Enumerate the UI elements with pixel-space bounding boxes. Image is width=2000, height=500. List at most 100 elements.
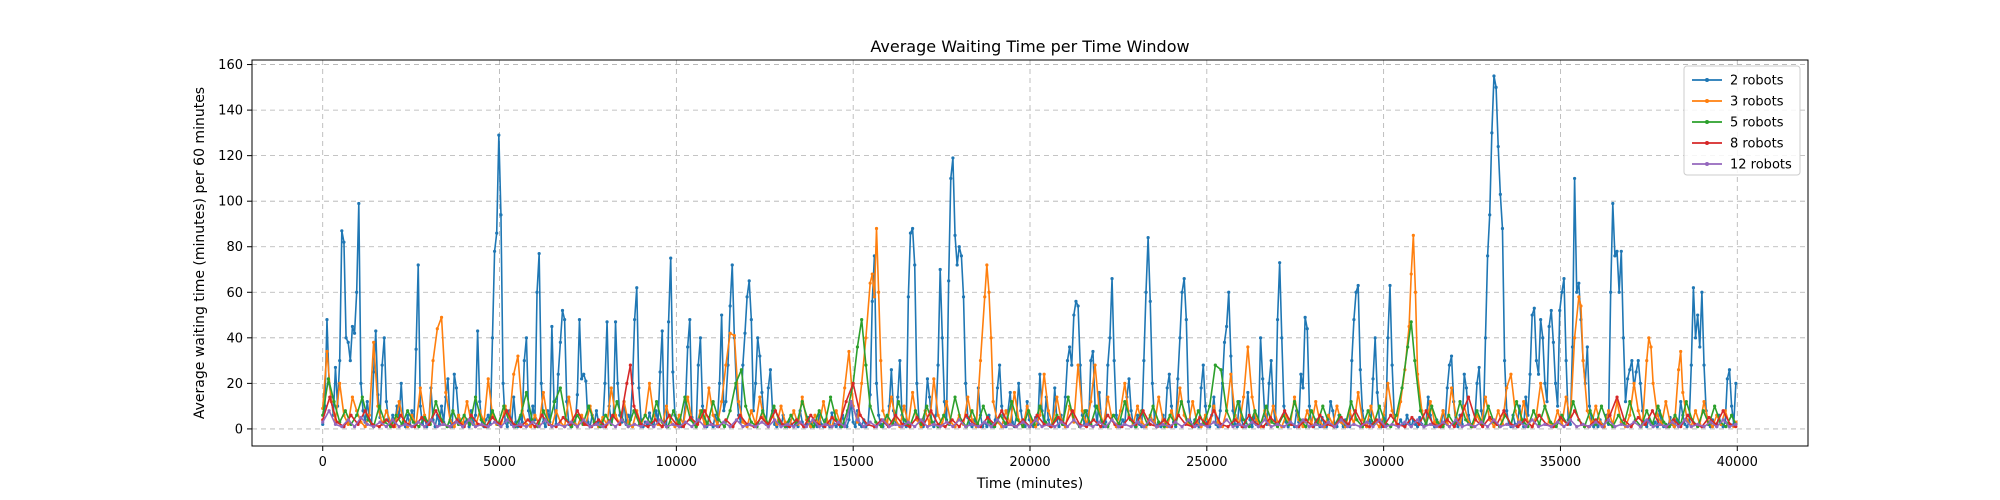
data-point (1435, 420, 1439, 424)
data-point (1123, 381, 1127, 385)
data-point (1505, 409, 1509, 413)
data-point (394, 413, 398, 417)
data-point (728, 331, 732, 335)
data-point (703, 409, 707, 413)
data-point (1021, 425, 1025, 429)
data-point (1498, 192, 1502, 196)
data-point (906, 295, 910, 299)
data-point (363, 425, 367, 429)
data-point (1065, 359, 1070, 363)
data-point (1068, 345, 1072, 349)
data-point (1449, 354, 1454, 358)
data-point (1261, 425, 1265, 429)
data-point (749, 409, 753, 413)
data-point (357, 201, 361, 206)
data-point (830, 411, 834, 415)
data-point (1447, 413, 1451, 417)
data-point (499, 213, 503, 217)
data-point (1374, 418, 1379, 422)
data-point (877, 290, 881, 294)
data-point (1135, 420, 1140, 424)
data-point (1734, 422, 1738, 426)
data-point (913, 263, 917, 267)
data-point (847, 349, 851, 354)
data-point (1664, 425, 1668, 429)
data-point (633, 318, 637, 322)
data-point (563, 318, 567, 322)
data-point (930, 420, 935, 424)
data-point (1199, 422, 1203, 426)
data-point (372, 340, 376, 344)
data-point (919, 425, 923, 429)
data-point (1250, 420, 1254, 424)
data-point (1179, 399, 1183, 404)
data-point (479, 418, 483, 422)
data-point (944, 399, 949, 404)
data-point (985, 425, 989, 429)
data-point (652, 425, 656, 429)
data-point (707, 386, 711, 390)
data-point (834, 409, 838, 413)
data-point (1222, 340, 1227, 344)
data-point (1536, 372, 1541, 376)
data-point (1543, 381, 1547, 385)
data-point (1418, 409, 1423, 413)
data-point (906, 420, 910, 424)
data-point (1162, 418, 1166, 422)
data-point (902, 418, 906, 422)
data-point (372, 370, 376, 374)
data-point (444, 390, 448, 395)
data-point (1556, 409, 1560, 413)
data-point (391, 418, 395, 422)
legend-entry: 8 robots (1692, 137, 1784, 152)
data-point (384, 425, 388, 429)
data-point (1534, 359, 1539, 363)
data-point (1685, 425, 1689, 429)
data-point (1043, 420, 1048, 424)
data-point (558, 386, 562, 390)
data-point (1715, 425, 1719, 429)
data-point (556, 422, 560, 426)
data-point (1229, 354, 1233, 358)
data-point (533, 413, 537, 417)
data-point (798, 420, 802, 424)
data-point (1112, 359, 1116, 363)
legend-label: 3 robots (1730, 95, 1784, 110)
x-tick-label: 35000 (1540, 455, 1581, 470)
data-point (836, 420, 840, 424)
data-point (1250, 425, 1254, 429)
data-point (1494, 85, 1498, 89)
data-point (957, 425, 961, 429)
data-point (384, 399, 388, 404)
data-point (468, 422, 472, 426)
data-point (1539, 381, 1543, 385)
data-point (959, 254, 963, 258)
data-point (1562, 425, 1566, 429)
data-point (925, 377, 930, 381)
data-point (730, 263, 734, 267)
data-point (1246, 390, 1250, 395)
data-point (987, 290, 991, 294)
data-point (1226, 425, 1230, 429)
data-point (1462, 372, 1466, 376)
data-point (728, 409, 732, 413)
data-point (360, 395, 364, 399)
data-point (518, 422, 522, 426)
data-point (1707, 415, 1711, 420)
data-point (1076, 304, 1080, 308)
data-point (1413, 359, 1417, 363)
data-point (660, 329, 664, 333)
data-point (964, 381, 968, 385)
data-point (389, 425, 393, 429)
data-point (560, 308, 565, 313)
data-point (789, 413, 793, 417)
data-point (1657, 422, 1662, 426)
data-point (1556, 404, 1560, 408)
data-point (1116, 425, 1121, 429)
data-point (1314, 399, 1318, 404)
data-point (1253, 409, 1257, 413)
data-point (611, 413, 615, 417)
data-point (462, 413, 466, 417)
data-point (1693, 409, 1698, 413)
data-point (359, 381, 363, 385)
